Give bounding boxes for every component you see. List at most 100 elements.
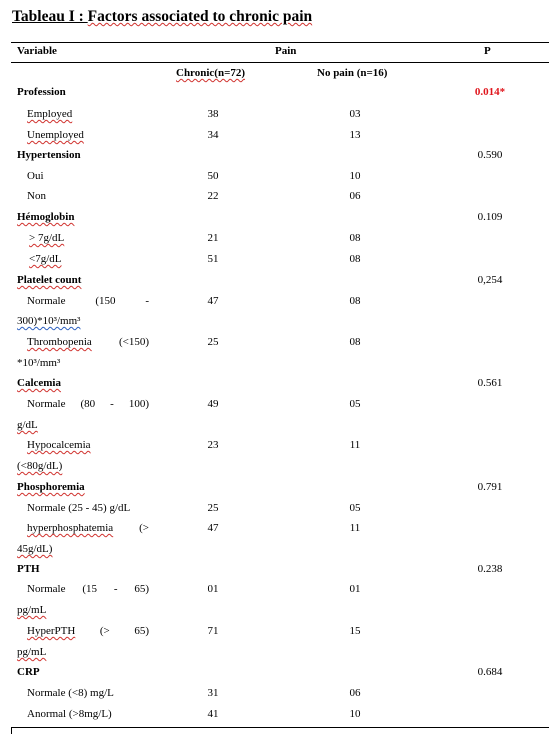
row-label-part: (150: [95, 295, 116, 307]
nopain-value: 11: [349, 522, 361, 534]
p-value-platelet: 0,254: [477, 274, 503, 286]
bottom-rule: [11, 727, 549, 728]
header-no-pain: No pain (n=16): [317, 67, 388, 79]
nopain-value: 08: [349, 232, 361, 244]
row-label-continued: (<80g/dL): [17, 460, 63, 472]
nopain-value: 10: [349, 708, 361, 720]
chronic-value: 38: [207, 108, 219, 120]
row-label-part: -: [113, 583, 118, 595]
left-edge-mark: [11, 727, 12, 734]
row-label: Hypocalcemia: [27, 439, 91, 451]
section-hemoglobin: Hémoglobin: [17, 211, 75, 223]
chronic-value: 51: [207, 253, 219, 265]
chronic-value: 31: [207, 687, 219, 699]
header-p: P: [484, 45, 491, 57]
row-label-part: Thrombopenia: [27, 336, 92, 348]
p-value-profession: 0.014*: [474, 86, 506, 98]
section-hypertension: Hypertension: [17, 149, 81, 161]
nopain-value: 03: [349, 108, 361, 120]
p-value-calcemia: 0.561: [477, 377, 503, 389]
p-value-pth: 0.238: [477, 563, 503, 575]
chronic-value: 21: [207, 232, 219, 244]
chronic-value: 22: [207, 190, 219, 202]
row-label-continued: 300)*10³/mm³: [17, 315, 81, 327]
header-rule: [11, 62, 549, 63]
row-label: HyperPTH (> 65): [27, 624, 149, 638]
chronic-value: 25: [207, 336, 219, 348]
row-label-part: hyperphosphatemia: [27, 522, 114, 534]
row-label-continued: 45g/dL): [17, 543, 53, 555]
section-profession: Profession: [17, 86, 66, 98]
row-label: <7g/dL: [29, 253, 62, 265]
row-label: Unemployed: [27, 129, 84, 141]
nopain-value: 05: [349, 502, 361, 514]
row-label: Normale (150 -: [27, 294, 149, 308]
row-label-continued: pg/mL: [17, 604, 47, 616]
row-label-part: 65): [134, 583, 149, 595]
row-label-part: (<150): [118, 336, 149, 348]
row-label-part: Normale: [27, 583, 66, 595]
nopain-value: 13: [349, 129, 361, 141]
nopain-value: 10: [349, 170, 361, 182]
chronic-value: 41: [207, 708, 219, 720]
row-label: Employed: [27, 108, 73, 120]
chronic-value: 50: [207, 170, 219, 182]
nopain-value: 05: [349, 398, 361, 410]
nopain-value: 06: [349, 687, 361, 699]
chronic-value: 23: [207, 439, 219, 451]
table-title-prefix: Tableau I :: [12, 8, 88, 25]
row-label-continued: pg/mL: [17, 646, 47, 658]
row-label: Normale (80 - 100): [27, 397, 149, 411]
nopain-value: 01: [349, 583, 361, 595]
row-label-part: HyperPTH: [27, 625, 76, 637]
row-label-part: (>: [99, 625, 110, 637]
row-label-part: (15: [82, 583, 97, 595]
nopain-value: 15: [349, 625, 361, 637]
row-label: Normale (15 - 65): [27, 582, 149, 596]
section-platelet: Platelet count: [17, 274, 82, 286]
nopain-value: 11: [349, 439, 361, 451]
chronic-value: 47: [207, 522, 219, 534]
header-pain: Pain: [275, 45, 297, 57]
row-label: Normale (<8) mg/L: [27, 687, 114, 699]
nopain-value: 08: [349, 295, 361, 307]
p-value-hypertension: 0.590: [477, 149, 503, 161]
row-label: > 7g/dL: [29, 232, 65, 244]
header-chronic: Chronic(n=72): [176, 67, 246, 79]
row-label: hyperphosphatemia (>: [27, 521, 149, 535]
section-pth: PTH: [17, 563, 40, 575]
chronic-value: 25: [207, 502, 219, 514]
p-value-phosphoremia: 0.791: [477, 481, 503, 493]
row-label: Oui: [27, 170, 44, 182]
nopain-value: 06: [349, 190, 361, 202]
row-label-part: 65): [134, 625, 149, 637]
p-value-crp: 0.684: [477, 666, 503, 678]
row-label-part: Normale: [27, 295, 66, 307]
top-rule: [11, 42, 549, 43]
nopain-value: 08: [349, 336, 361, 348]
nopain-value: 08: [349, 253, 361, 265]
row-label-continued: g/dL: [17, 419, 38, 431]
chronic-value: 47: [207, 295, 219, 307]
row-label-part: -: [110, 398, 114, 410]
row-label: Thrombopenia (<150): [27, 335, 149, 349]
row-label-part: (80: [80, 398, 96, 410]
section-calcemia: Calcemia: [17, 377, 61, 389]
row-label-part: 100): [128, 398, 149, 410]
chronic-value: 01: [207, 583, 219, 595]
chronic-value: 34: [207, 129, 219, 141]
row-label: Non: [27, 190, 46, 202]
p-value-hemoglobin: 0.109: [477, 211, 503, 223]
section-phosphoremia: Phosphoremia: [17, 481, 85, 493]
row-label-part: -: [145, 295, 149, 307]
chronic-value: 49: [207, 398, 219, 410]
chronic-value: 71: [207, 625, 219, 637]
row-label: Anormal (>8mg/L): [27, 708, 112, 720]
row-label-continued: *10³/mm³: [17, 357, 61, 369]
table-title-text: Factors associated to chronic pain: [87, 8, 313, 25]
row-label-part: (>: [139, 522, 149, 534]
row-label-part: Normale: [27, 398, 66, 410]
header-variable: Variable: [17, 45, 57, 57]
table-title: Tableau I : Factors associated to chroni…: [12, 8, 312, 26]
section-crp: CRP: [17, 666, 40, 678]
